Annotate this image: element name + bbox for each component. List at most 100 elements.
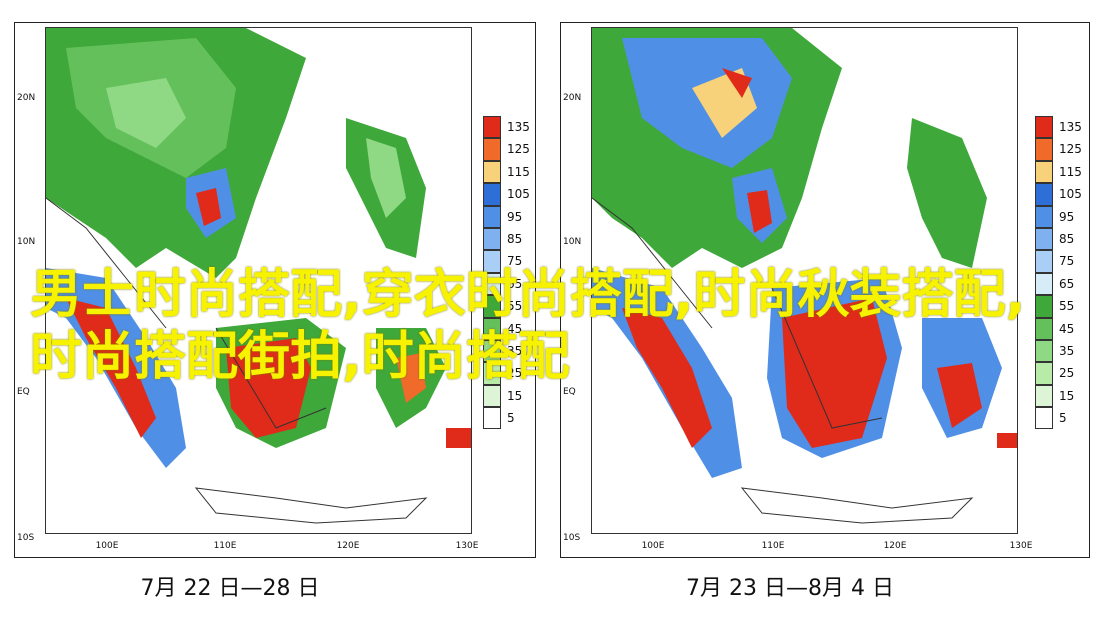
legend-label: 85 — [1059, 231, 1075, 246]
legend-label: 115 — [1059, 164, 1082, 179]
legend-label: 55 — [1059, 299, 1075, 314]
legend-entry: 5 — [483, 407, 543, 430]
legend-swatch — [1035, 384, 1053, 408]
legend-label: 65 — [507, 276, 523, 291]
legend-entry: 125 — [483, 138, 543, 161]
legend-label: 135 — [1059, 120, 1082, 134]
legend-label: 65 — [1059, 276, 1075, 291]
caption-right: 7月 23 日—8月 4 日 — [686, 576, 894, 601]
lon-label: 130E — [1009, 541, 1033, 551]
lon-label: 110E — [213, 541, 237, 551]
legend-entry: 5 — [1035, 407, 1095, 430]
legend-label: 75 — [1059, 254, 1075, 269]
legend-swatch — [1035, 160, 1053, 184]
legend-entry: 15 — [483, 384, 543, 408]
legend-entry: 45 — [1035, 317, 1095, 340]
legend-swatch — [1035, 339, 1053, 363]
lat-label: 20N — [563, 93, 582, 103]
legend-entry: 75 — [1035, 250, 1095, 273]
lon-label: 130E — [455, 541, 479, 551]
color-legend-left: 135 125 115 105 95 85 75 65 55 45 35 25 15 5 — [483, 116, 543, 430]
legend-entry: 115 — [1035, 160, 1095, 184]
legend-label: 15 — [507, 388, 523, 403]
legend-swatch — [1035, 362, 1053, 385]
legend-swatch — [483, 227, 501, 251]
overlay-text: 男士时尚搭配,穿衣时尚搭配,时尚秋装搭配,时尚搭配街拍,时尚搭配 — [30, 265, 1026, 387]
lon-label: 120E — [883, 541, 907, 551]
legend-swatch — [1035, 317, 1053, 340]
lon-label: 120E — [336, 541, 360, 551]
legend-label: 135 — [507, 120, 530, 134]
legend-swatch — [1035, 295, 1053, 318]
legend-swatch — [1035, 116, 1053, 139]
legend-swatch — [483, 138, 501, 161]
legend-swatch — [483, 407, 501, 430]
legend-swatch — [483, 183, 501, 206]
map-field-right — [592, 28, 1017, 524]
legend-entry: 105 — [1035, 183, 1095, 206]
lon-label: 110E — [761, 541, 785, 551]
legend-entry: 95 — [1035, 205, 1095, 228]
lat-label: EQ — [17, 387, 30, 397]
lat-label: EQ — [563, 387, 576, 397]
legend-swatch — [483, 384, 501, 408]
precip-map-left — [45, 27, 472, 534]
legend-label: 115 — [507, 164, 530, 179]
legend-label: 5 — [507, 411, 515, 426]
legend-swatch — [1035, 250, 1053, 273]
legend-swatch — [1035, 272, 1053, 296]
legend-label: 105 — [507, 187, 530, 202]
lat-label: 10N — [563, 237, 582, 247]
legend-entry: 95 — [483, 205, 543, 228]
legend-entry: 55 — [1035, 295, 1095, 318]
legend-swatch — [483, 362, 501, 385]
legend-swatch — [483, 339, 501, 363]
lat-label: 20N — [17, 93, 36, 103]
legend-label: 5 — [1059, 411, 1067, 426]
legend-label: 35 — [507, 343, 523, 358]
lat-label: 10S — [563, 533, 581, 543]
lon-label: 100E — [95, 541, 119, 551]
legend-label: 15 — [1059, 388, 1075, 403]
legend-swatch — [483, 295, 501, 318]
legend-entry: 45 — [483, 317, 543, 340]
legend-entry: 135 — [483, 116, 543, 139]
map-panel-right: 20N 10N EQ 10S 100E 110E 120E 130E 135 12… — [560, 22, 1090, 558]
color-legend-right: 135 125 115 105 95 85 75 65 55 45 35 25 15 5 — [1035, 116, 1095, 430]
legend-label: 85 — [507, 231, 523, 246]
legend-entry: 15 — [1035, 384, 1095, 408]
lat-label: 10S — [17, 533, 35, 543]
legend-entry: 35 — [483, 339, 543, 363]
legend-label: 25 — [1059, 366, 1075, 381]
legend-label: 45 — [1059, 321, 1075, 336]
legend-swatch — [1035, 183, 1053, 206]
legend-label: 45 — [507, 321, 523, 336]
lon-label: 100E — [641, 541, 665, 551]
legend-entry: 85 — [1035, 227, 1095, 251]
legend-swatch — [1035, 227, 1053, 251]
legend-label: 35 — [1059, 343, 1075, 358]
legend-swatch — [1035, 138, 1053, 161]
map-field-left — [46, 28, 471, 524]
legend-entry: 65 — [483, 272, 543, 296]
legend-label: 75 — [507, 254, 523, 269]
legend-label: 95 — [1059, 209, 1075, 224]
map-panel-left: 20N 10N EQ 10S 100E 110E 120E 130E 135 12… — [14, 22, 536, 558]
caption-left: 7月 22 日—28 日 — [140, 576, 320, 601]
legend-label: 125 — [1059, 142, 1082, 157]
legend-entry: 75 — [483, 250, 543, 273]
legend-entry: 25 — [483, 362, 543, 385]
legend-entry: 65 — [1035, 272, 1095, 296]
legend-entry: 105 — [483, 183, 543, 206]
legend-swatch — [483, 250, 501, 273]
legend-entry: 135 — [1035, 116, 1095, 139]
legend-label: 105 — [1059, 187, 1082, 202]
legend-entry: 55 — [483, 295, 543, 318]
legend-label: 95 — [507, 209, 523, 224]
legend-label: 125 — [507, 142, 530, 157]
legend-entry: 35 — [1035, 339, 1095, 363]
legend-entry: 25 — [1035, 362, 1095, 385]
legend-swatch — [1035, 205, 1053, 228]
legend-entry: 85 — [483, 227, 543, 251]
legend-swatch — [483, 317, 501, 340]
